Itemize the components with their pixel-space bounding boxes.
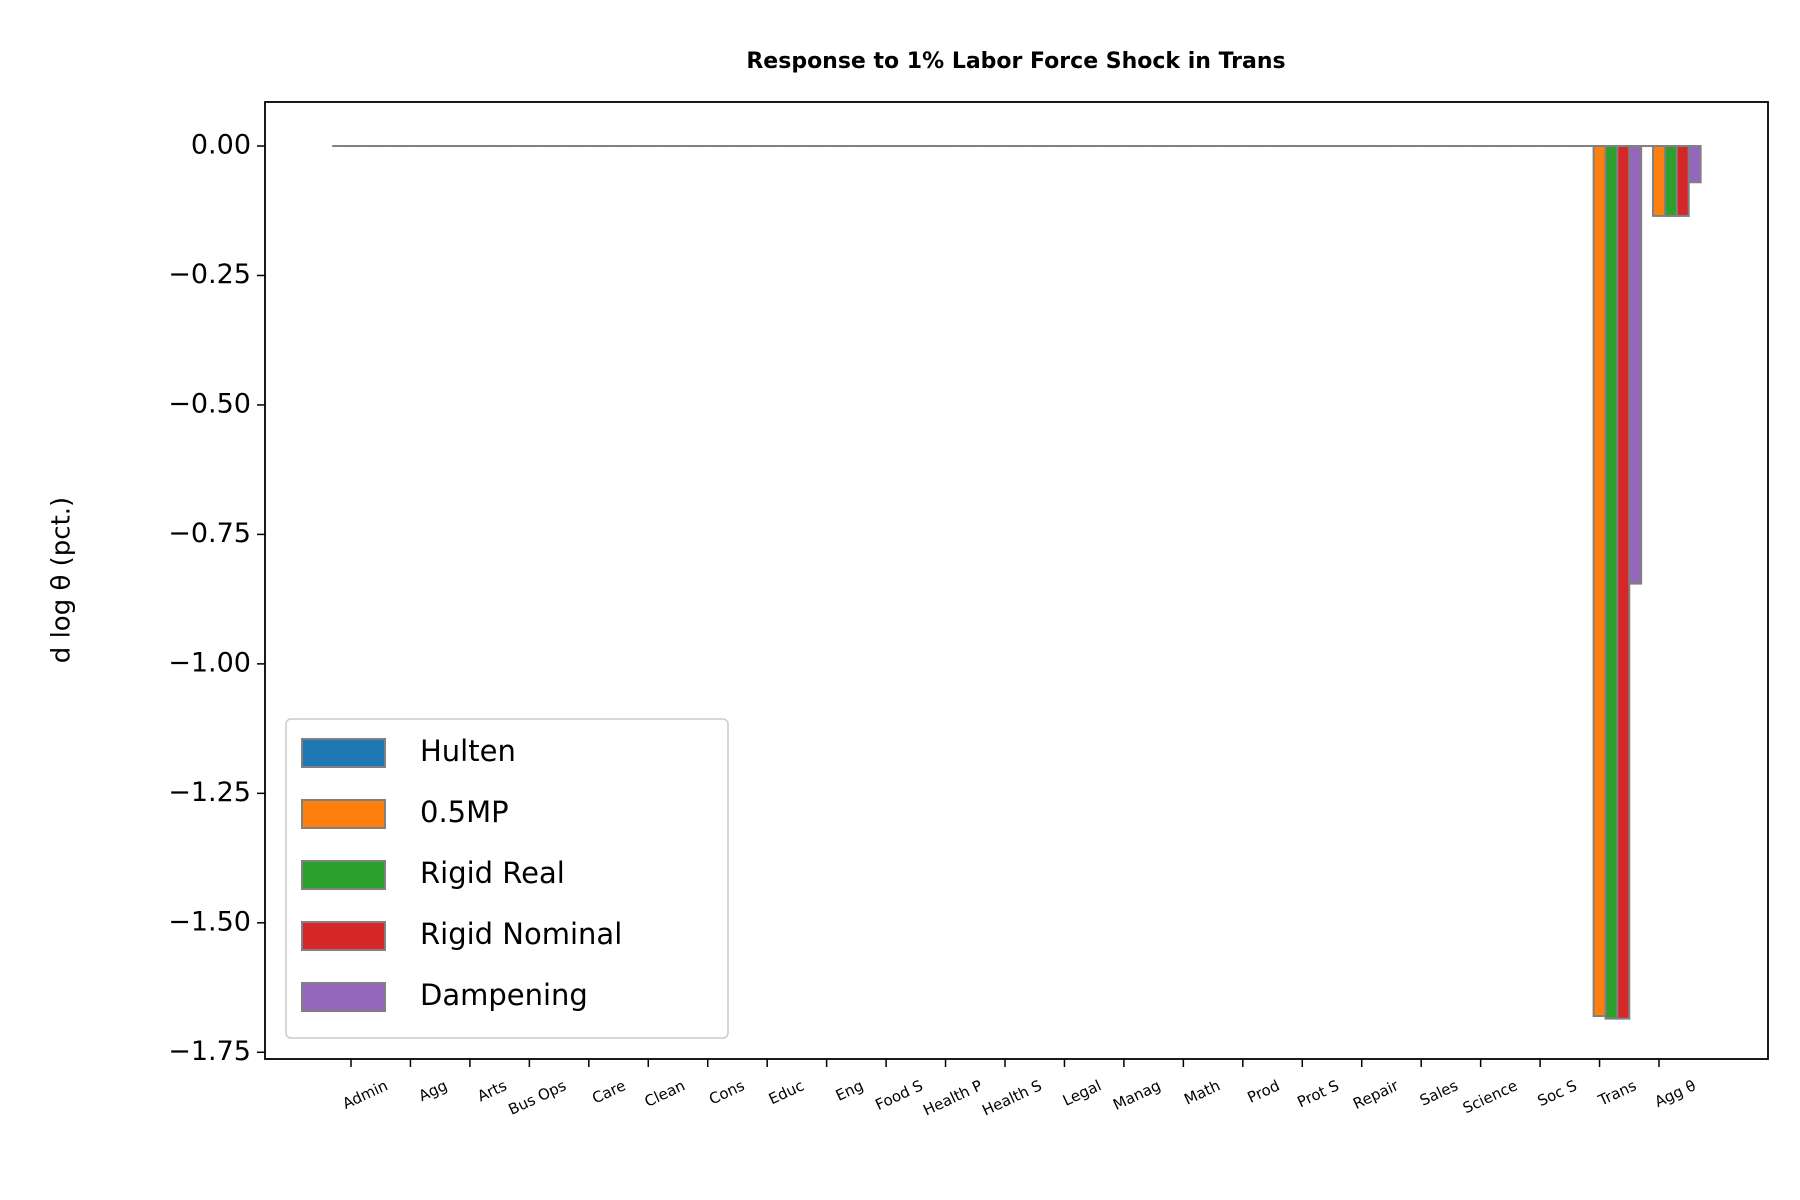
- x-tick-label: Eng: [833, 1076, 866, 1104]
- y-tick-label: −1.00: [168, 647, 251, 678]
- legend-label: Rigid Nominal: [420, 917, 622, 951]
- x-tick-label: Arts: [475, 1076, 510, 1105]
- y-tick-label: −1.50: [168, 906, 251, 937]
- legend-swatch: [301, 738, 386, 768]
- x-tick-label: Clean: [642, 1076, 688, 1110]
- legend-label: 0.5MP: [420, 795, 509, 829]
- x-tick-label: Science: [1460, 1076, 1520, 1117]
- x-tick-label: Manag: [1110, 1076, 1163, 1114]
- legend: Hulten 0.5MP Rigid Real Rigid Nominal Dampen…: [285, 718, 729, 1039]
- x-tick-label: Sales: [1417, 1076, 1461, 1109]
- x-tick-label: Cons: [706, 1076, 747, 1108]
- bar: [1628, 145, 1643, 585]
- x-tick-label: Agg: [416, 1076, 450, 1105]
- legend-swatch: [301, 982, 386, 1012]
- x-tick-label: Trans: [1595, 1076, 1640, 1110]
- x-tick-label: Prod: [1245, 1076, 1283, 1106]
- legend-frame: [285, 718, 729, 1039]
- bar: [1687, 145, 1702, 184]
- x-tick-label: Admin: [340, 1076, 391, 1113]
- x-tick-label: Repair: [1350, 1076, 1402, 1113]
- y-axis-label: d log θ (pct.): [47, 497, 77, 663]
- x-tick-label: Health S: [979, 1076, 1044, 1119]
- y-tick-label: −0.50: [168, 388, 251, 419]
- y-tick-label: −0.25: [168, 259, 251, 290]
- y-tick-label: −0.75: [168, 518, 251, 549]
- legend-label: Rigid Real: [420, 856, 565, 890]
- x-tick-label: Bus Ops: [506, 1076, 570, 1118]
- bar: [1592, 145, 1607, 1018]
- x-tick-label: Math: [1181, 1076, 1223, 1108]
- bar: [1604, 145, 1619, 1020]
- legend-label: Dampening: [420, 978, 588, 1012]
- x-tick-label: Soc S: [1535, 1076, 1580, 1110]
- axes-frame: [264, 101, 1769, 1060]
- x-tick-label: Food S: [873, 1076, 926, 1114]
- bar: [1675, 145, 1690, 217]
- y-tick-label: −1.25: [168, 777, 251, 808]
- x-tick-label: Educ: [766, 1076, 807, 1108]
- legend-swatch: [301, 921, 386, 951]
- bar: [1652, 145, 1666, 217]
- y-tick-label: −1.75: [168, 1036, 251, 1067]
- legend-swatch: [301, 860, 386, 890]
- bar: [1616, 145, 1631, 1020]
- bar: [1663, 145, 1678, 217]
- x-tick-label: Health P: [920, 1076, 985, 1119]
- y-tick-label: 0.00: [191, 130, 251, 161]
- x-tick-label: Agg θ: [1652, 1076, 1699, 1111]
- chart-title: Response to 1% Labor Force Shock in Tran…: [746, 49, 1285, 74]
- x-tick-label: Legal: [1060, 1076, 1104, 1109]
- x-tick-label: Prot S: [1294, 1076, 1341, 1111]
- legend-swatch: [301, 799, 386, 829]
- x-tick-label: Care: [589, 1076, 628, 1107]
- legend-label: Hulten: [420, 734, 516, 768]
